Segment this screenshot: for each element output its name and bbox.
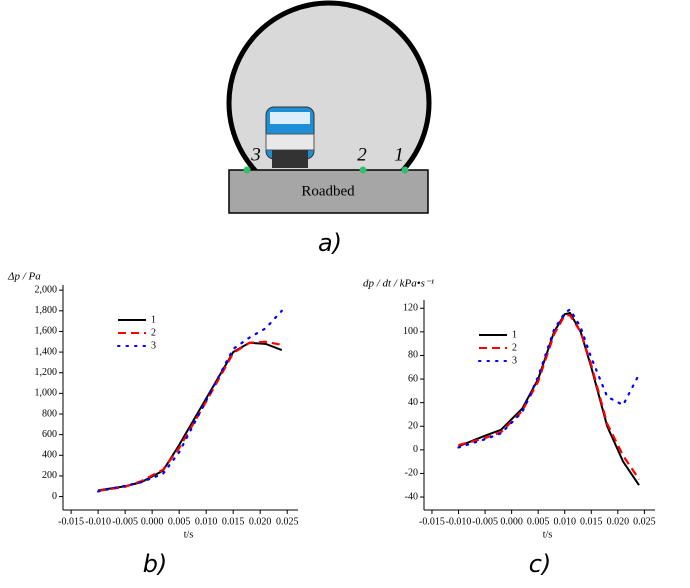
x-tick-label: -0.005: [472, 516, 498, 527]
x-tick-label: -0.010: [446, 516, 472, 527]
x-tick-label: 0.025: [633, 516, 656, 527]
x-tick-label: -0.005: [112, 516, 138, 527]
y-tick-label: 600: [42, 429, 57, 440]
legend-label: 1: [151, 314, 156, 325]
chart-title: dp / dt / kPa•s⁻¹: [363, 278, 434, 290]
y-tick-label: -40: [405, 491, 418, 502]
x-tick-label: -0.010: [85, 516, 111, 527]
train-window: [270, 112, 310, 124]
sensor-point: [359, 166, 367, 174]
x-tick-label: 0.015: [580, 516, 603, 527]
caption: b): [143, 550, 168, 578]
y-tick-label: 100: [403, 326, 418, 337]
y-tick-label: 1,400: [35, 346, 58, 357]
y-tick-label: 40: [408, 397, 418, 408]
x-tick-label: 0.010: [553, 516, 576, 527]
legend-label: 3: [151, 340, 156, 351]
y-tick-label: -20: [405, 468, 418, 479]
y-tick-label: 120: [403, 303, 418, 314]
train-front: [265, 133, 315, 151]
y-tick-label: 20: [408, 421, 418, 432]
point-label: 1: [394, 144, 404, 165]
x-tick-label: 0.025: [276, 516, 299, 527]
legend-label: 2: [151, 327, 156, 338]
sensor-point: [401, 166, 409, 174]
x-tick-label: 0.005: [168, 516, 191, 527]
x-tick-label: 0.020: [249, 516, 272, 527]
series-line: [97, 341, 283, 492]
y-tick-label: 60: [408, 373, 418, 384]
x-axis-label: t/s: [543, 529, 553, 540]
y-tick-label: 80: [408, 350, 418, 361]
legend-label: 1: [512, 329, 517, 340]
x-tick-label: 0.010: [195, 516, 218, 527]
series-line: [457, 307, 641, 449]
caption: c): [529, 550, 552, 578]
caption: a): [318, 229, 342, 257]
y-tick-label: 1,200: [35, 367, 58, 378]
y-tick-label: 0: [52, 491, 57, 502]
y-tick-label: 1,800: [35, 305, 58, 316]
y-tick-label: 1,000: [35, 388, 58, 399]
x-axis-label: t/s: [184, 529, 194, 540]
y-tick-label: 2,000: [35, 284, 58, 295]
chart-title: Δp / Pa: [7, 271, 41, 283]
x-tick-label: 0.005: [527, 516, 550, 527]
x-tick-label: 0.015: [222, 516, 245, 527]
train-bogie: [272, 150, 308, 168]
roadbed-label: Roadbed: [301, 183, 355, 199]
y-tick-label: 800: [42, 408, 57, 419]
x-tick-label: 0.020: [607, 516, 630, 527]
train: [265, 106, 315, 168]
legend-label: 3: [512, 355, 517, 366]
series-line: [97, 340, 282, 492]
legend-label: 2: [512, 342, 517, 353]
sensor-point: [243, 166, 251, 174]
point-label: 3: [250, 144, 261, 165]
y-tick-label: 0: [413, 444, 418, 455]
x-tick-label: -0.015: [419, 516, 445, 527]
point-label: 2: [357, 144, 367, 165]
x-tick-label: 0.000: [500, 516, 523, 527]
series-line: [97, 309, 283, 493]
x-tick-label: 0.000: [141, 516, 164, 527]
series-line: [458, 314, 640, 480]
tunnel-diagram: Roadbed 3 2 1 a): [226, 0, 432, 257]
y-tick-label: 1,600: [35, 326, 58, 337]
y-tick-label: 200: [42, 470, 57, 481]
y-tick-label: 400: [42, 450, 57, 461]
roadbed: [228, 169, 429, 214]
x-tick-label: -0.015: [58, 516, 84, 527]
